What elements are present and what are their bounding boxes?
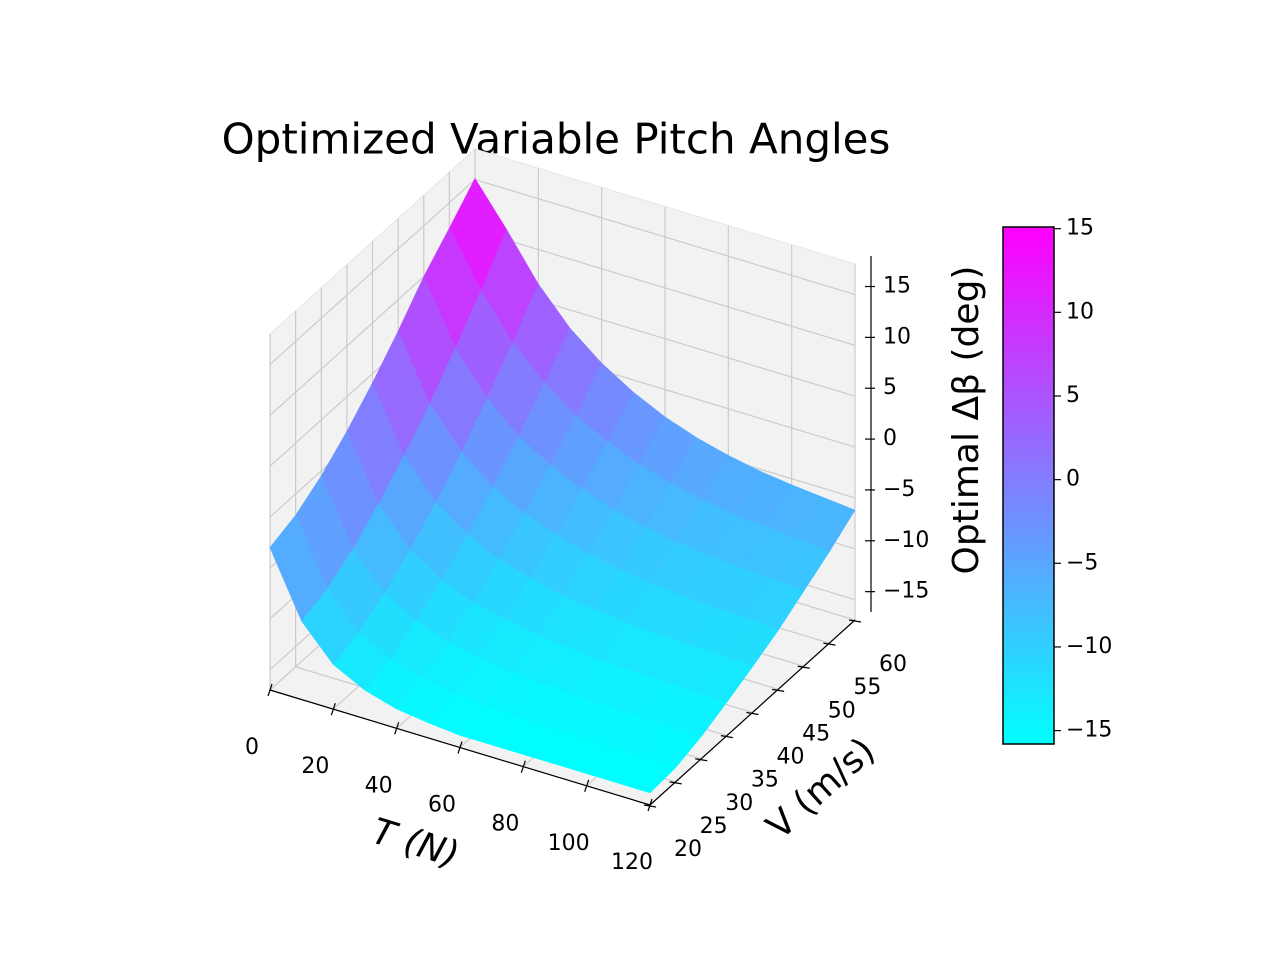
y-tick — [695, 758, 708, 762]
colorbar-tick-label: 15 — [1066, 216, 1094, 241]
y-tick — [772, 688, 785, 692]
y-tick-label: 25 — [700, 814, 728, 839]
y-tick-label: 55 — [853, 675, 881, 700]
x-tick — [584, 779, 590, 793]
x-tick-label: 20 — [301, 754, 329, 779]
x-tick — [520, 760, 526, 773]
y-tick — [669, 781, 682, 785]
colorbar-tick-label: −5 — [1066, 550, 1098, 575]
grid-line — [474, 229, 856, 346]
colorbar-tick-label: 10 — [1066, 299, 1094, 324]
grid-line — [474, 178, 856, 296]
colorbar — [1002, 226, 1055, 745]
x-tick — [394, 722, 400, 735]
y-tick-label: 45 — [802, 721, 830, 746]
y-axis-line — [649, 619, 856, 806]
z-tick-label: −5 — [883, 477, 915, 502]
x-tick — [647, 798, 653, 812]
x-tick — [267, 683, 273, 697]
y-tick-label: 50 — [828, 698, 856, 723]
z-tick-label: 15 — [883, 274, 911, 299]
x-tick-label: 80 — [491, 812, 519, 837]
y-tick-label: 30 — [725, 791, 753, 816]
z-tick-label: −10 — [883, 528, 929, 553]
colorbar-tick-label: −10 — [1066, 634, 1112, 659]
x-tick-label: 100 — [548, 831, 590, 856]
x-tick-label: 60 — [428, 793, 456, 818]
z-tick-label: −15 — [883, 579, 929, 604]
x-tick-label: 120 — [611, 850, 653, 875]
y-tick-label: 20 — [674, 837, 702, 862]
surface — [269, 178, 856, 794]
y-tick — [720, 735, 733, 739]
x-tick-label: 40 — [365, 773, 393, 798]
z-tick-label: 10 — [883, 324, 911, 349]
y-tick — [797, 665, 810, 669]
x-tick-label: 0 — [245, 735, 259, 760]
y-tick-label: 60 — [879, 652, 907, 677]
y-tick — [746, 711, 759, 716]
y-tick — [848, 619, 862, 623]
x-axis-label: T (N) — [367, 811, 464, 876]
colorbar-tick-label: 5 — [1066, 383, 1080, 408]
colorbar-tick-label: −15 — [1066, 718, 1112, 743]
z-tick-label: 0 — [883, 426, 897, 451]
y-tick-label: 35 — [751, 768, 779, 793]
colorbar-tick-label: 0 — [1066, 467, 1080, 492]
chart-title: Optimized Variable Pitch Angles — [222, 115, 891, 164]
x-tick — [457, 741, 463, 754]
grid-line — [269, 179, 476, 365]
y-tick-label: 40 — [777, 745, 805, 770]
z-tick-label: 5 — [883, 375, 897, 400]
z-axis-label: Optimal Δβ (deg) — [946, 266, 987, 575]
surface-facet — [617, 757, 676, 794]
y-tick — [643, 804, 657, 808]
x-tick — [330, 702, 336, 716]
y-tick — [823, 642, 836, 646]
